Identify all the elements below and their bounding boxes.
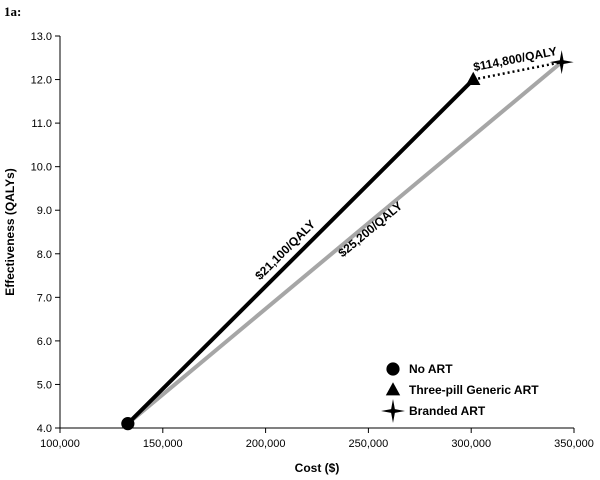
x-tick-label: 300,000 — [451, 438, 491, 450]
axes: 4.0 5.0 6.0 7.0 8.0 9.0 10.0 11.0 12.0 13.0 100,00… — [31, 31, 594, 450]
y-tick-label: 9.0 — [37, 205, 52, 217]
x-tick-label: 150,000 — [143, 438, 183, 450]
legend-circle-icon — [386, 362, 400, 376]
no-art-marker — [121, 417, 135, 431]
y-axis-title: Effectiveness (QALYs) — [3, 168, 17, 296]
branded-art-marker — [549, 50, 574, 75]
segment-line — [126, 78, 475, 426]
legend-label: No ART — [409, 362, 453, 376]
x-tick-label: 250,000 — [349, 438, 389, 450]
y-tick-label: 8.0 — [37, 249, 52, 261]
y-tick-label: 4.0 — [37, 423, 52, 435]
y-tick-label: 11.0 — [31, 118, 52, 130]
legend-label: Branded ART — [409, 404, 486, 418]
x-tick-label: 200,000 — [246, 438, 286, 450]
x-axis-title: Cost ($) — [295, 461, 340, 475]
legend: No ART Three-pill Generic ART Branded ART — [381, 362, 539, 423]
segment-line — [473, 60, 562, 81]
y-tick-label: 5.0 — [37, 379, 52, 391]
y-tick-label: 13.0 — [31, 31, 52, 43]
y-tick-label: 12.0 — [31, 75, 52, 87]
x-tick-label: 350,000 — [554, 438, 594, 450]
branded-vs-generic-icer-label: $114,800/QALY — [472, 44, 558, 74]
markers — [121, 50, 574, 431]
y-tick-label: 10.0 — [31, 162, 52, 174]
y-tick-label: 6.0 — [37, 336, 52, 348]
legend-label: Three-pill Generic ART — [409, 383, 539, 397]
figure-label: 1a: — [4, 4, 22, 19]
legend-triangle-icon — [385, 382, 401, 396]
generic-art-marker — [466, 71, 481, 85]
annotations: $21,100/QALY $25,200/QALY$114,800/QALY — [252, 44, 558, 283]
segments — [126, 60, 563, 426]
x-tick-label: 100,000 — [40, 438, 80, 450]
y-tick-label: 7.0 — [37, 292, 52, 304]
segment-line — [126, 60, 563, 426]
legend-star-icon — [381, 399, 405, 423]
